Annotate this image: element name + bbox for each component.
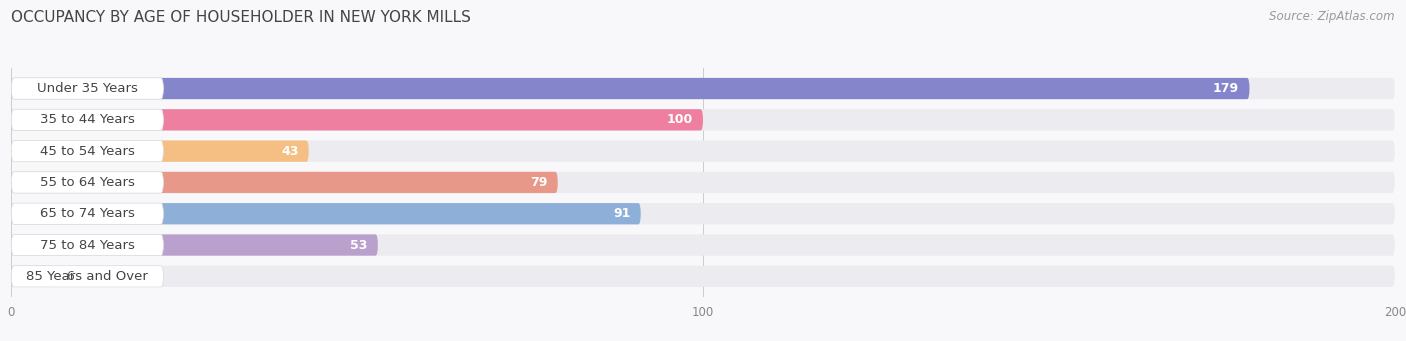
- FancyBboxPatch shape: [11, 266, 163, 287]
- Text: 35 to 44 Years: 35 to 44 Years: [39, 113, 135, 126]
- FancyBboxPatch shape: [11, 109, 703, 131]
- FancyBboxPatch shape: [11, 78, 1250, 99]
- FancyBboxPatch shape: [11, 266, 1395, 287]
- FancyBboxPatch shape: [11, 140, 309, 162]
- Text: Source: ZipAtlas.com: Source: ZipAtlas.com: [1270, 10, 1395, 23]
- FancyBboxPatch shape: [11, 203, 1395, 224]
- Text: 100: 100: [666, 113, 693, 126]
- Text: Under 35 Years: Under 35 Years: [37, 82, 138, 95]
- Text: 79: 79: [530, 176, 547, 189]
- FancyBboxPatch shape: [11, 109, 163, 131]
- FancyBboxPatch shape: [11, 234, 378, 256]
- Text: 6: 6: [66, 270, 75, 283]
- Text: 55 to 64 Years: 55 to 64 Years: [39, 176, 135, 189]
- Text: 85 Years and Over: 85 Years and Over: [27, 270, 148, 283]
- FancyBboxPatch shape: [11, 140, 163, 162]
- FancyBboxPatch shape: [11, 234, 163, 256]
- Text: 43: 43: [281, 145, 298, 158]
- FancyBboxPatch shape: [11, 266, 53, 287]
- Text: 75 to 84 Years: 75 to 84 Years: [39, 239, 135, 252]
- FancyBboxPatch shape: [11, 172, 558, 193]
- Text: 53: 53: [350, 239, 367, 252]
- Text: 65 to 74 Years: 65 to 74 Years: [39, 207, 135, 220]
- FancyBboxPatch shape: [11, 234, 1395, 256]
- FancyBboxPatch shape: [11, 203, 163, 224]
- FancyBboxPatch shape: [11, 78, 163, 99]
- FancyBboxPatch shape: [11, 203, 641, 224]
- FancyBboxPatch shape: [11, 78, 1395, 99]
- Text: OCCUPANCY BY AGE OF HOUSEHOLDER IN NEW YORK MILLS: OCCUPANCY BY AGE OF HOUSEHOLDER IN NEW Y…: [11, 10, 471, 25]
- FancyBboxPatch shape: [11, 140, 1395, 162]
- FancyBboxPatch shape: [11, 109, 1395, 131]
- Text: 179: 179: [1213, 82, 1239, 95]
- Text: 45 to 54 Years: 45 to 54 Years: [39, 145, 135, 158]
- Text: 91: 91: [613, 207, 630, 220]
- FancyBboxPatch shape: [11, 172, 1395, 193]
- FancyBboxPatch shape: [11, 172, 163, 193]
